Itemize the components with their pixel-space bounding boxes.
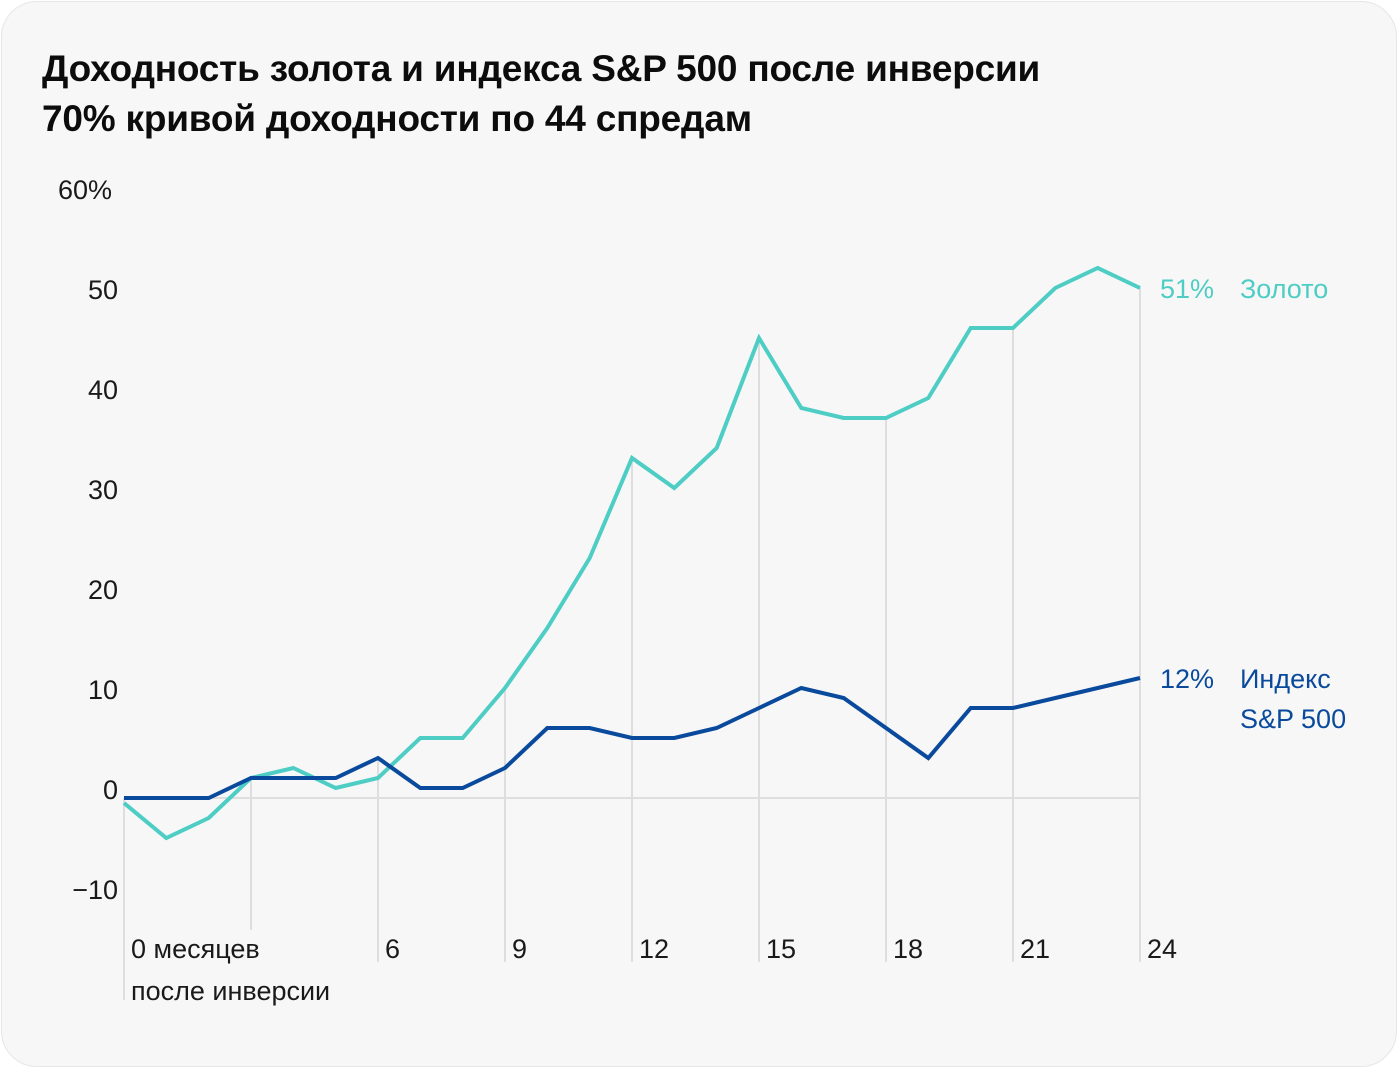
x-tick-label: 6	[385, 934, 400, 964]
x-tick-label: 15	[766, 934, 796, 964]
x-tick-label: 18	[893, 934, 923, 964]
y-tick-label: −10	[72, 875, 118, 905]
end-label-name: Золото	[1240, 274, 1328, 304]
grid-lines	[123, 288, 1141, 1000]
end-label-value: 12%	[1160, 664, 1214, 694]
y-tick-label: 0	[103, 775, 118, 805]
series-line-sp500	[124, 676, 1141, 800]
end-label-name: S&P 500	[1240, 704, 1346, 734]
series-line-gold	[122, 265, 1141, 841]
y-tick-label: 20	[88, 575, 118, 605]
end-label-name: Индекс	[1240, 664, 1331, 694]
series-group	[122, 265, 1141, 841]
x-tick-label: 21	[1020, 934, 1050, 964]
end-labels: 51% Золото 12% Индекс S&P 500	[1160, 274, 1346, 734]
x-tick-label: 12	[639, 934, 669, 964]
chart-title: Доходность золота и индекса S&P 500 посл…	[42, 44, 1040, 144]
x-tick-label: после инверсии	[131, 976, 330, 1006]
x-tick-label: 0 месяцев	[131, 934, 260, 964]
end-label-value: 51%	[1160, 274, 1214, 304]
x-tick-label: 9	[512, 934, 527, 964]
y-tick-label: 30	[88, 475, 118, 505]
y-tick-label: 60%	[58, 175, 112, 205]
y-axis: 60% 50 40 30 20 10 0 −10	[58, 175, 118, 905]
y-tick-label: 40	[88, 375, 118, 405]
y-tick-label: 50	[88, 275, 118, 305]
x-axis: 0 месяцев после инверсии 6 9 12 15 18 21 24	[131, 934, 1177, 1006]
y-tick-label: 10	[88, 675, 118, 705]
x-tick-label: 24	[1147, 934, 1177, 964]
chart-title-line-2: 70% кривой доходности по 44 спредам	[42, 98, 752, 139]
chart-title-line-1: Доходность золота и индекса S&P 500 посл…	[42, 48, 1041, 89]
